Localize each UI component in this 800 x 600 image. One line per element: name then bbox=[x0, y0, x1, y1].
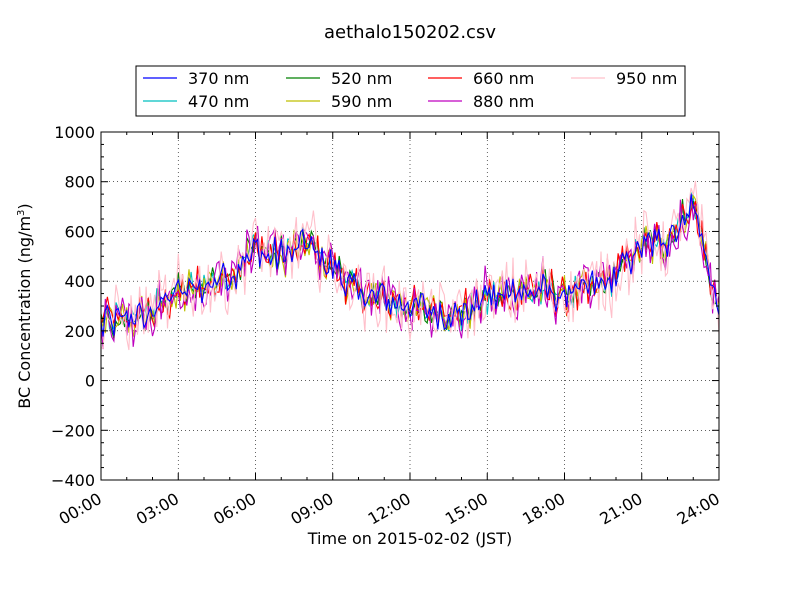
grid bbox=[101, 132, 719, 480]
chart-title: aethalo150202.csv bbox=[324, 22, 496, 43]
x-tick-label: 15:00 bbox=[442, 489, 491, 529]
x-tick-label: 21:00 bbox=[596, 489, 645, 529]
y-tick-label: 400 bbox=[64, 272, 95, 291]
x-tick-label: 06:00 bbox=[210, 489, 259, 529]
series-group bbox=[100, 180, 720, 351]
x-tick-label: 09:00 bbox=[287, 489, 336, 529]
x-tick-label: 03:00 bbox=[133, 489, 182, 529]
y-axis: −400 −200 0 200 400 600 800 1000 bbox=[51, 123, 719, 490]
legend-label: 950 nm bbox=[616, 69, 677, 88]
legend: 370 nm 470 nm 520 nm 590 nm 660 nm 880 nm 950 … bbox=[135, 65, 686, 117]
y-tick-label: −200 bbox=[51, 421, 95, 440]
y-tick-label: 1000 bbox=[54, 123, 95, 142]
series-line-950-nm bbox=[100, 180, 720, 351]
legend-label: 880 nm bbox=[473, 92, 534, 111]
x-tick-label: 00:00 bbox=[56, 489, 105, 529]
x-tick-label: 12:00 bbox=[365, 489, 414, 529]
legend-label: 590 nm bbox=[331, 92, 392, 111]
series-line-370-nm bbox=[100, 194, 720, 337]
series-line-660-nm bbox=[100, 201, 720, 329]
legend-label: 370 nm bbox=[188, 69, 249, 88]
x-tick-label: 18:00 bbox=[519, 489, 568, 529]
y-tick-label: 800 bbox=[64, 173, 95, 192]
x-axis: 00:00 03:00 06:00 09:00 12:00 15:00 18:00 21:00… bbox=[56, 132, 723, 529]
y-tick-label: 200 bbox=[64, 322, 95, 341]
legend-frame bbox=[135, 65, 686, 117]
y-axis-label: BC Concentration (ng/m3) bbox=[15, 203, 34, 408]
y-tick-label: −400 bbox=[51, 471, 95, 490]
y-tick-label: 600 bbox=[64, 222, 95, 241]
legend-label: 470 nm bbox=[188, 92, 249, 111]
series-line-880-nm bbox=[100, 193, 720, 350]
y-axis-label-main: BC Concentration (ng/m bbox=[15, 216, 34, 409]
legend-label: 660 nm bbox=[473, 69, 534, 88]
legend-label: 520 nm bbox=[331, 69, 392, 88]
y-tick-label: 0 bbox=[85, 372, 95, 391]
x-tick-label: 24:00 bbox=[674, 489, 723, 529]
y-axis-label-close: ) bbox=[15, 203, 34, 209]
x-axis-label: Time on 2015-02-02 (JST) bbox=[307, 529, 512, 548]
y-axis-label-superscript: 3 bbox=[16, 210, 27, 216]
